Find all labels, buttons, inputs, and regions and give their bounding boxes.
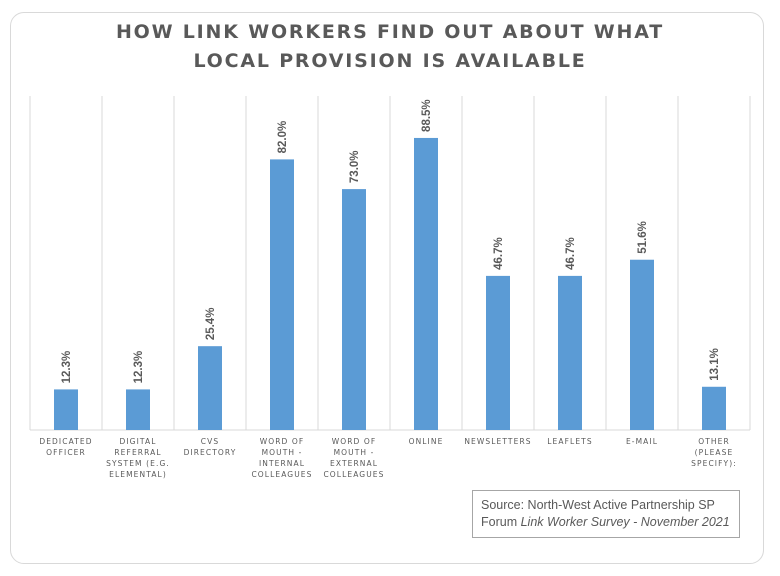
category-label: LEAFLETS (547, 437, 592, 446)
category-label: DIGITAL REFERRAL SYSTEM (E.G. ELEMENTAL) (106, 437, 170, 479)
category-label: WORD OF MOUTH - EXTERNAL COLLEAGUES (323, 437, 384, 479)
category-label-line: REFERRAL (114, 448, 161, 457)
chart-title: HOW LINK WORKERS FIND OUT ABOUT WHAT LOC… (0, 18, 780, 76)
chart-title-line-1: HOW LINK WORKERS FIND OUT ABOUT WHAT (115, 21, 665, 43)
source-line-2: Forum Link Worker Survey - November 2021 (481, 514, 731, 531)
category-label-line: INTERNAL (259, 459, 305, 468)
chart-title-line-2: LOCAL PROVISION IS AVAILABLE (193, 50, 587, 72)
category-label-line: SPECIFY): (691, 459, 737, 468)
bar (414, 137, 438, 430)
data-label: 12.3% (133, 351, 145, 384)
data-label: 82.0% (277, 121, 289, 154)
category-label-line: OTHER (698, 437, 730, 446)
category-label-line: SYSTEM (E.G. (106, 459, 170, 468)
category-label: CVS DIRECTORY (184, 437, 237, 457)
category-label: DEDICATED OFFICER (39, 437, 92, 457)
category-label-line: MOUTH - (262, 448, 303, 457)
bar (126, 389, 150, 430)
category-label: NEWSLETTERS (464, 437, 531, 446)
category-label-line: OFFICER (46, 448, 86, 457)
category-label-line: DIRECTORY (184, 448, 237, 457)
data-label: 88.5% (421, 99, 433, 132)
category-label-line: DIGITAL (119, 437, 156, 446)
category-label-line: COLLEAGUES (251, 470, 312, 479)
category-label-line: COLLEAGUES (323, 470, 384, 479)
bar (198, 346, 222, 430)
bar (342, 189, 366, 430)
category-label-line: WORD OF (332, 437, 377, 446)
category-label-line: ELEMENTAL) (109, 470, 167, 479)
bar (558, 275, 582, 430)
bar (630, 259, 654, 430)
data-label: 13.1% (709, 348, 721, 381)
bar (270, 159, 294, 430)
category-label-line: ONLINE (409, 437, 444, 446)
category-label: OTHER (PLEASE SPECIFY): (691, 437, 737, 468)
data-label: 25.4% (205, 308, 217, 341)
source-survey-name: Link Worker Survey - November 2021 (520, 515, 730, 529)
bar (54, 389, 78, 430)
data-label: 12.3% (61, 351, 73, 384)
category-label-line: LEAFLETS (547, 437, 592, 446)
data-label: 73.0% (349, 150, 361, 183)
category-label-line: E-MAIL (626, 437, 658, 446)
source-line-2-prefix: Forum (481, 515, 521, 529)
data-label: 46.7% (493, 237, 505, 270)
category-label-line: WORD OF (260, 437, 305, 446)
category-label-line: CVS (201, 437, 219, 446)
data-label: 51.6% (637, 221, 649, 254)
bar (486, 275, 510, 430)
category-label-line: MOUTH - (334, 448, 375, 457)
category-label-line: NEWSLETTERS (464, 437, 531, 446)
category-label-line: DEDICATED (39, 437, 92, 446)
category-label: E-MAIL (626, 437, 658, 446)
source-line-1: Source: North-West Active Partnership SP (481, 498, 715, 512)
category-label-line: EXTERNAL (330, 459, 378, 468)
category-label-line: (PLEASE (695, 448, 734, 457)
category-label: ONLINE (409, 437, 444, 446)
data-label: 46.7% (565, 237, 577, 270)
category-label: WORD OF MOUTH - INTERNAL COLLEAGUES (251, 437, 312, 479)
bar (702, 386, 726, 430)
source-box: Source: North-West Active Partnership SP… (472, 490, 740, 538)
